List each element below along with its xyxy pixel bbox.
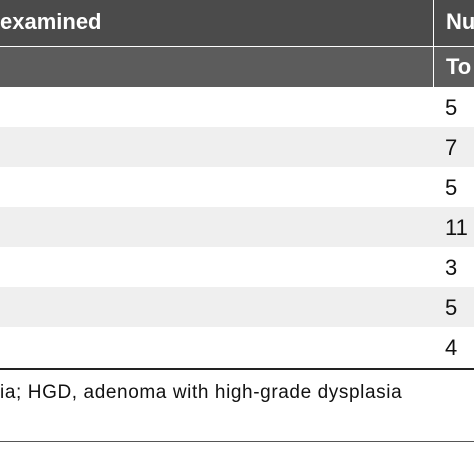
table-row: 7 [0,127,474,167]
cell-value: 3 [445,255,458,280]
column-header-examined: examined [0,9,102,34]
table-row: 5 [0,287,474,327]
cell-value: 5 [445,295,458,320]
column-header-number: Nu [433,0,474,46]
cell-value: 5 [445,95,458,120]
cell-value: 5 [445,175,458,200]
table-footnote: ia; HGD, adenoma with high-grade dysplas… [0,382,403,403]
cell-value: 7 [445,135,458,160]
footnote-bottom-rule [0,441,474,442]
column-subheader-total: To [433,47,474,87]
table-header-row: examined Nu [0,0,474,46]
table-bottom-rule [0,368,474,370]
table-row: 5 [0,87,474,127]
table-subheader-row: To [0,46,474,87]
cell-value: 11 [445,215,468,240]
cell-value: 4 [445,335,458,360]
table-row: 5 [0,167,474,207]
table-row: 11 [0,207,474,247]
table-body: 5 7 5 11 3 5 4 [0,87,474,367]
table-row: 3 [0,247,474,287]
table-row: 4 [0,327,474,367]
